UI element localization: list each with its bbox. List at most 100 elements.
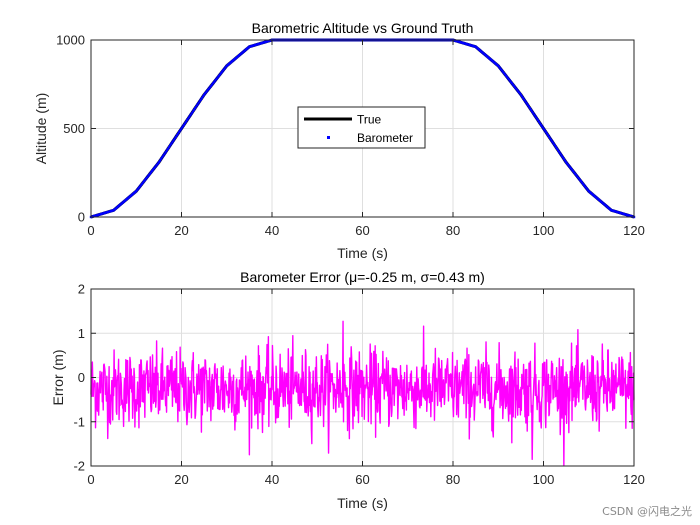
- barometer-point: [546, 134, 550, 137]
- barometer-point: [525, 101, 528, 105]
- barometer-point: [545, 132, 549, 135]
- barometer-point: [521, 96, 525, 100]
- barometer-point: [500, 68, 503, 72]
- error-x-tick-label: 60: [355, 472, 369, 487]
- barometer-point: [175, 134, 179, 137]
- barometer-point: [180, 127, 183, 130]
- barometer-point: [558, 150, 561, 154]
- barometer-point: [189, 113, 192, 117]
- barometer-point: [206, 89, 209, 92]
- barometer-point: [563, 159, 567, 162]
- error-x-tick-label: 100: [533, 472, 555, 487]
- barometer-point: [201, 95, 205, 98]
- barometer-point: [527, 105, 530, 108]
- barometer-point: [197, 101, 200, 105]
- altitude-x-tick-label: 0: [87, 223, 94, 238]
- barometer-point: [222, 68, 225, 72]
- barometer-point: [218, 73, 222, 76]
- barometer-point: [205, 90, 208, 94]
- barometer-point: [190, 112, 193, 115]
- altitude-chart: 0 20 40 60 80 100 120 0 500 1000 Barometric Altit…: [33, 20, 645, 261]
- barometer-point: [148, 172, 152, 176]
- barometer-point: [158, 159, 162, 162]
- barometer-point: [553, 144, 557, 147]
- legend-true-label: True: [357, 113, 382, 127]
- barometer-point: [152, 168, 155, 171]
- barometer-point: [178, 130, 181, 134]
- barometer-point: [557, 149, 560, 152]
- barometer-point: [150, 169, 154, 173]
- barometer-point: [519, 93, 523, 96]
- error-ticks: 0 20 40 60 80 100 120 -2 -1 0 1 2: [73, 282, 644, 488]
- barometer-point: [570, 168, 573, 171]
- barometer-point: [159, 157, 163, 161]
- barometer-point: [554, 145, 558, 149]
- barometer-point: [573, 172, 577, 176]
- barometer-point: [561, 156, 564, 159]
- barometer-point: [170, 142, 173, 145]
- barometer-point: [174, 135, 178, 139]
- error-x-label: Time (s): [337, 495, 388, 511]
- barometer-point: [167, 145, 171, 149]
- barometer-point: [581, 182, 585, 186]
- barometer-point: [172, 139, 175, 142]
- error-chart-title: Barometer Error (μ=-0.25 m, σ=0.43 m): [240, 269, 485, 285]
- barometer-point: [567, 163, 570, 167]
- barometer-point: [517, 90, 520, 94]
- barometer-point: [537, 120, 541, 123]
- barometer-point: [176, 132, 180, 135]
- barometer-point: [501, 70, 504, 73]
- barometer-point: [168, 144, 172, 147]
- barometer-point: [208, 86, 211, 89]
- altitude-x-tick-label: 40: [265, 223, 279, 238]
- error-y-label: Error (m): [50, 350, 66, 406]
- error-y-tick-label: 2: [78, 282, 85, 297]
- barometer-point: [216, 76, 219, 79]
- barometer-point: [514, 86, 517, 89]
- barometer-point: [137, 187, 140, 190]
- barometer-point: [578, 178, 581, 181]
- error-plot-area: [90, 320, 635, 466]
- barometer-point: [217, 74, 221, 78]
- barometer-point: [224, 66, 227, 69]
- legend-barometer-swatch: [327, 136, 330, 139]
- barometer-point: [552, 142, 555, 145]
- barometer-point: [572, 171, 576, 174]
- barometer-point: [192, 108, 196, 112]
- barometer-point: [547, 135, 551, 139]
- barometer-point: [562, 157, 566, 161]
- barometer-point: [568, 165, 571, 168]
- barometer-point: [509, 80, 512, 83]
- barometer-point: [580, 181, 584, 184]
- error-y-tick-label: -1: [73, 414, 85, 429]
- barometer-point: [163, 152, 166, 156]
- barometer-point: [145, 176, 148, 180]
- barometer-point: [191, 110, 195, 113]
- barometer-point: [520, 95, 524, 98]
- barometer-point: [507, 77, 510, 81]
- barometer-point: [140, 182, 144, 186]
- barometer-point: [575, 174, 578, 177]
- error-y-tick-label: -2: [73, 459, 85, 474]
- barometer-point: [511, 83, 515, 86]
- barometer-point: [585, 187, 588, 190]
- barometer-point: [497, 64, 500, 68]
- barometer-point: [199, 98, 202, 101]
- barometer-point: [560, 154, 563, 157]
- altitude-y-tick-label: 1000: [56, 33, 85, 48]
- barometer-point: [215, 77, 218, 81]
- barometer-point: [559, 152, 562, 156]
- barometer-point: [503, 73, 507, 76]
- error-x-tick-label: 120: [623, 472, 645, 487]
- barometer-point: [510, 81, 514, 85]
- barometer-point: [540, 123, 543, 127]
- barometer-point: [569, 166, 572, 170]
- barometer-point: [532, 112, 535, 115]
- barometer-point: [202, 93, 206, 96]
- error-x-tick-label: 0: [87, 472, 94, 487]
- altitude-y-tick-label: 0: [78, 210, 85, 225]
- barometer-point: [146, 175, 149, 178]
- barometer-point: [535, 117, 538, 120]
- altitude-ticks: 0 20 40 60 80 100 120 0 500 1000: [56, 33, 645, 239]
- error-x-tick-label: 20: [174, 472, 188, 487]
